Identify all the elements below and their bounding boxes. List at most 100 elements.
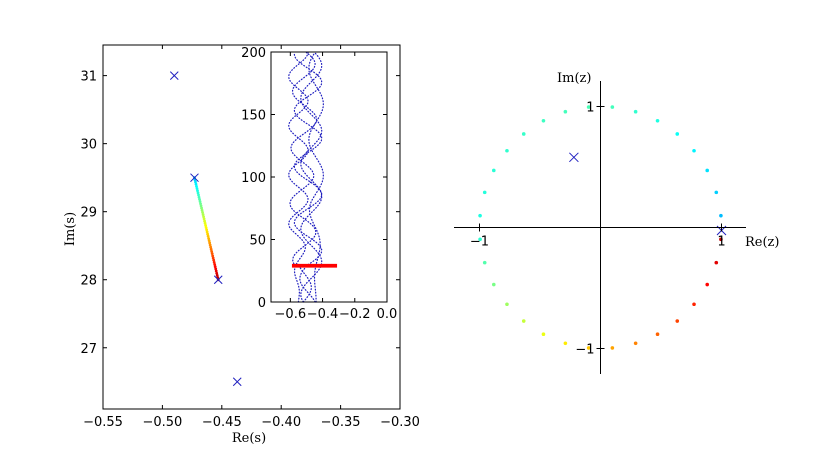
unit-circle-point (692, 148, 696, 153)
trajectory-point (198, 200, 202, 203)
trajectory-point (207, 239, 211, 243)
trajectory-point (200, 206, 203, 210)
inset-trajectory-curve (308, 52, 324, 303)
trajectory-point (207, 237, 211, 240)
trajectory-point (197, 195, 201, 199)
inset-trajectory-curve (288, 52, 309, 303)
pole-marker (213, 275, 223, 285)
pole-marker (190, 173, 199, 183)
trajectory-point (212, 258, 216, 262)
x-tick-label: −0.40 (261, 415, 301, 430)
trajectory-point (208, 241, 212, 245)
x-tick-label: −0.45 (202, 415, 242, 430)
unit-circle-point (541, 332, 546, 337)
unit-circle-point (633, 341, 638, 346)
unit-circle-point (655, 118, 660, 123)
trajectory-point (202, 217, 206, 221)
trajectory-point (214, 269, 218, 273)
unit-circle-point (586, 105, 591, 109)
unit-circle-point (719, 237, 723, 242)
trajectory-point (211, 256, 215, 260)
inset-x-tick-label: −0.4 (307, 307, 339, 322)
inset-x-tick-label: −0.2 (339, 307, 371, 322)
unit-circle-point (633, 109, 638, 114)
y-tick-label: 27 (80, 342, 97, 357)
x-tick-label: −0.50 (142, 415, 182, 430)
right-z-plane-data-layer (478, 105, 727, 350)
trajectory-point (205, 228, 209, 232)
trajectory-point (195, 184, 198, 188)
unit-circle-point (482, 190, 487, 195)
trajectory-point (213, 265, 217, 269)
unit-circle-point (505, 148, 509, 153)
inset-trajectory-curve (289, 52, 318, 303)
trajectory-point (215, 271, 219, 275)
inset-y-tick-label: 50 (249, 234, 266, 249)
trajectory-point (205, 230, 209, 234)
z-y-tick-label: −1 (575, 343, 594, 358)
z-x-tick-label: −1 (470, 235, 489, 250)
unit-circle-point (521, 132, 526, 136)
unit-circle-point (610, 105, 615, 109)
unit-circle-point (655, 332, 660, 337)
left-main-data-layer (169, 71, 242, 387)
trajectory-point (201, 213, 205, 216)
trajectory-point (202, 215, 205, 219)
trajectory-point (204, 224, 207, 227)
trajectory-point (209, 245, 213, 249)
unit-circle-point (675, 132, 680, 136)
y-tick-label: 30 (80, 138, 97, 153)
trajectory-point (194, 182, 198, 186)
inset-x-tick-label: 0.0 (377, 307, 398, 322)
unit-circle-point (478, 237, 482, 242)
trajectory-point (196, 191, 200, 195)
trajectory-point (196, 189, 199, 193)
trajectory-point (201, 211, 204, 214)
trajectory-point (210, 250, 214, 253)
inset-y-tick-label: 100 (241, 171, 266, 186)
trajectory-point (213, 263, 217, 266)
inset-y-tick-label: 150 (241, 109, 266, 124)
left-main-ylabel: Im(s) (63, 212, 78, 246)
trajectory-point (199, 202, 202, 206)
trajectory-point (200, 208, 204, 212)
trajectory-point (199, 204, 203, 208)
z-x-tick-label: 1 (717, 235, 725, 250)
right-z-plane-axes: −1 1 1 −1 Re(z) Im(z) (454, 71, 779, 374)
x-tick-label: −0.55 (83, 415, 123, 430)
unit-circle-point (491, 168, 496, 173)
left-inset-data-layer (288, 52, 338, 303)
inset-trajectory-curve (300, 52, 323, 303)
left-main-frame (102, 44, 401, 410)
left-inset-background (271, 52, 387, 302)
z-y-tick-label: 1 (586, 101, 594, 116)
right-xlabel: Re(z) (745, 235, 779, 250)
unit-circle-point (491, 282, 496, 287)
trajectory-point (203, 219, 206, 223)
trajectory-point (194, 180, 197, 184)
pole-marker (232, 377, 242, 387)
unit-circle-point (719, 213, 723, 218)
unit-circle-point (705, 282, 710, 287)
trajectory-point (206, 232, 210, 236)
unit-circle-point (692, 302, 696, 307)
y-tick-label: 28 (80, 274, 97, 289)
trajectory-point (209, 247, 213, 251)
left-inset-ticks: −0.6 −0.4 −0.2 0.0 0 50 100 150 200 (241, 46, 397, 322)
inset-x-tick-label: −0.6 (275, 307, 307, 322)
inset-y-tick-label: 0 (258, 296, 266, 311)
inset-highlight-band (291, 263, 338, 268)
trajectory-point (204, 226, 208, 230)
y-tick-label: 31 (80, 70, 97, 85)
right-ylabel: Im(z) (557, 71, 591, 86)
inset-trajectory-curve (293, 52, 323, 303)
unit-circle-point (505, 302, 509, 307)
left-main-axes: −0.55 −0.50 −0.45 −0.40 −0.35 −0.302728293031… (63, 44, 420, 446)
trajectory-point (214, 267, 218, 271)
unit-circle-point (714, 190, 719, 195)
trajectory-point (198, 197, 201, 201)
pole-marker (169, 71, 179, 80)
trajectory-point (208, 243, 212, 247)
